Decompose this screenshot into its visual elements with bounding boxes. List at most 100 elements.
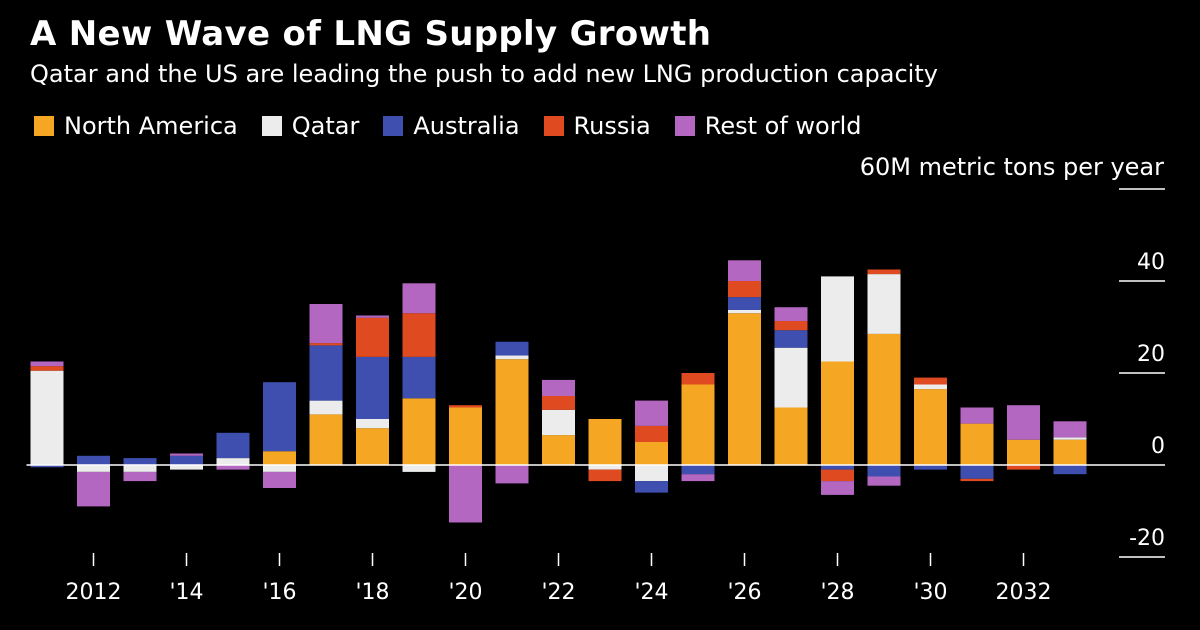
bar-qatar-2012	[77, 465, 110, 472]
bar-rest-of-world-2012	[77, 471, 110, 507]
bar-qatar-2023	[588, 465, 622, 470]
bar-australia-2028	[821, 465, 854, 470]
bar-australia-2025	[681, 465, 715, 475]
bar-australia-2024	[635, 481, 668, 493]
bar-north-america-2019	[402, 398, 436, 465]
bar-rest-of-world-2016	[263, 471, 296, 488]
bar-australia-2019	[402, 356, 436, 399]
bar-australia-2031	[960, 465, 994, 479]
bar-north-america-2023	[588, 419, 622, 465]
bar-russia-2018	[356, 317, 389, 357]
y-tick-label: 0	[1151, 434, 1165, 459]
bar-russia-2027	[774, 321, 808, 331]
x-tick-label: '22	[541, 580, 575, 605]
bar-australia-2014	[170, 455, 203, 465]
bar-rest-of-world-2021	[495, 465, 529, 484]
bars-layer	[30, 260, 1087, 523]
bar-qatar-2029	[867, 274, 901, 334]
bar-qatar-2019	[402, 465, 436, 472]
bar-north-america-2028	[821, 361, 854, 465]
x-tick-label: '18	[355, 580, 389, 605]
x-tick-label: 2032	[996, 580, 1052, 605]
bar-rest-of-world-2019	[402, 283, 436, 314]
legend-item-rest-of-world: Rest of world	[674, 112, 861, 140]
x-tick-label: 2012	[66, 580, 122, 605]
bar-australia-2011	[30, 465, 64, 468]
bar-russia-2020	[449, 405, 482, 408]
y-tick-label: 20	[1137, 342, 1165, 367]
legend-label-qatar: Qatar	[291, 112, 360, 140]
bar-russia-2023	[588, 469, 622, 482]
bar-north-america-2029	[867, 333, 901, 465]
bar-australia-2026	[728, 297, 761, 310]
x-tick-label: '14	[169, 580, 203, 605]
bar-qatar-2015	[216, 458, 250, 465]
bar-russia-2028	[821, 469, 854, 482]
legend-swatch-australia	[383, 116, 404, 136]
bar-rest-of-world-2024	[635, 400, 668, 426]
bar-rest-of-world-2022	[542, 379, 575, 396]
x-tick-label: '30	[913, 580, 947, 605]
bar-north-america-2026	[728, 313, 761, 465]
bar-north-america-2020	[449, 407, 482, 465]
bar-russia-2030	[914, 377, 947, 385]
bar-australia-2018	[356, 356, 389, 419]
bar-russia-2026	[728, 281, 761, 298]
bar-australia-2012	[77, 455, 110, 465]
bar-qatar-2017	[309, 400, 343, 415]
bar-australia-2029	[867, 465, 901, 477]
bar-australia-2015	[216, 432, 250, 459]
bar-rest-of-world-2031	[960, 407, 994, 424]
bar-rest-of-world-2020	[449, 465, 482, 523]
bar-north-america-2022	[542, 435, 575, 465]
legend-swatch-russia	[543, 116, 564, 136]
bar-australia-2033	[1053, 465, 1087, 475]
bar-rest-of-world-2025	[681, 474, 715, 482]
bar-qatar-2022	[542, 409, 575, 436]
bar-rest-of-world-2011	[30, 361, 64, 367]
bar-north-america-2017	[309, 414, 343, 465]
bar-qatar-2033	[1053, 437, 1087, 440]
y-tick-label: 40	[1137, 250, 1165, 275]
bar-australia-2030	[914, 465, 947, 470]
legend-label-russia: Russia	[573, 112, 651, 140]
bar-qatar-2030	[914, 384, 947, 390]
bar-north-america-2024	[635, 442, 668, 465]
legend-item-north-america: North America	[34, 112, 238, 140]
bar-north-america-2031	[960, 423, 994, 465]
bar-russia-2024	[635, 425, 668, 442]
legend-label-north-america: North America	[64, 112, 238, 140]
bar-rest-of-world-2013	[123, 471, 157, 482]
bar-qatar-2011	[30, 370, 64, 465]
bar-australia-2013	[123, 458, 157, 465]
bar-north-america-2027	[774, 407, 808, 465]
bar-russia-2031	[960, 478, 994, 482]
x-tick-label: '20	[448, 580, 482, 605]
chart-subtitle: Qatar and the US are leading the push to…	[30, 60, 938, 88]
x-tick-label: '16	[262, 580, 296, 605]
legend-swatch-north-america	[34, 116, 54, 136]
chart-title: A New Wave of LNG Supply Growth	[30, 14, 712, 54]
axes-layer: 40 20 0 -20 2012 '14 '16 '18 '20 '22 '24 '26 '28 '30 2…	[26, 188, 1165, 605]
bar-qatar-2013	[123, 465, 157, 472]
bar-rest-of-world-2026	[728, 260, 761, 281]
bar-north-america-2030	[914, 389, 947, 465]
bar-russia-2029	[867, 269, 901, 275]
x-tick-label: '24	[634, 580, 668, 605]
bar-qatar-2021	[495, 355, 529, 360]
bar-qatar-2027	[774, 347, 808, 408]
legend-label-australia: Australia	[413, 112, 520, 140]
x-tick-label: '26	[727, 580, 761, 605]
bar-rest-of-world-2032	[1007, 405, 1040, 440]
bar-australia-2017	[309, 345, 343, 401]
x-tick-label: '28	[820, 580, 854, 605]
legend-item-australia: Australia	[383, 112, 520, 140]
bar-rest-of-world-2027	[774, 307, 808, 322]
y-tick-label: -20	[1129, 526, 1165, 551]
y-axis-unit-label: 60M metric tons per year	[859, 153, 1164, 181]
bar-rest-of-world-2018	[356, 315, 389, 318]
bar-qatar-2024	[635, 465, 668, 482]
bar-rest-of-world-2028	[821, 481, 854, 495]
bar-qatar-2026	[728, 309, 761, 314]
